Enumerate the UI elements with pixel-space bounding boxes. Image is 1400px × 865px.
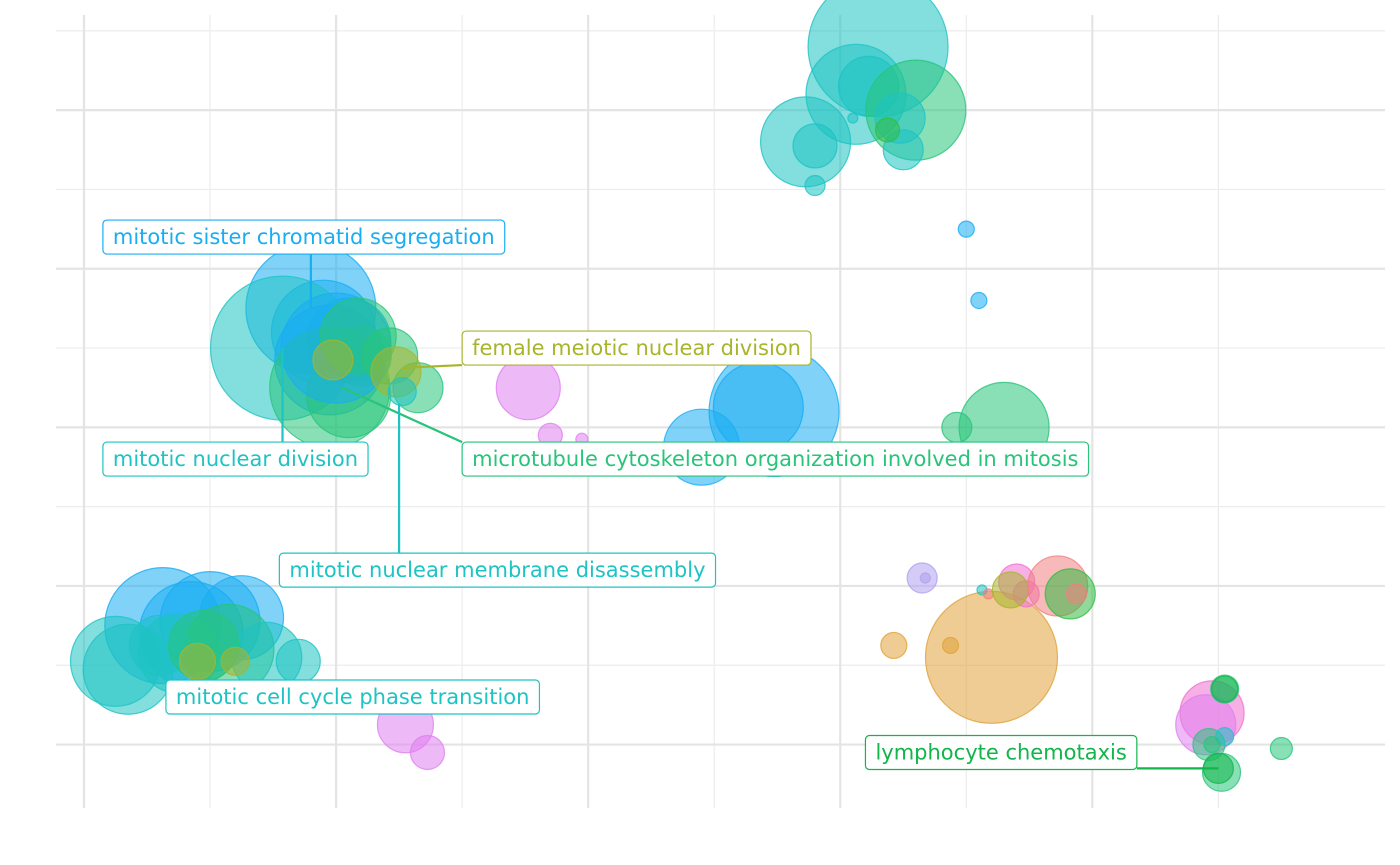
term-labels: mitotic sister chromatid segregation fema… [102, 219, 1219, 771]
bubble-point [941, 636, 960, 655]
bubble-point [880, 631, 908, 660]
bubble-point [792, 123, 838, 169]
term-label: mitotic nuclear membrane disassembly [278, 403, 717, 588]
label-box [102, 219, 506, 255]
label-box [864, 734, 1138, 771]
bubble-point [1065, 583, 1088, 605]
bubble-point [178, 642, 217, 680]
bubble-point [275, 638, 321, 684]
term-label: mitotic cell cycle phase transition [143, 660, 541, 715]
label-box [461, 330, 812, 366]
label-text: mitotic nuclear division [113, 447, 358, 471]
bubble-point [804, 174, 826, 197]
bubble-point [387, 377, 417, 407]
label-text: lymphocyte chemotaxis [875, 740, 1126, 764]
bubble-point [919, 572, 931, 584]
bubble-point [970, 291, 988, 310]
label-leader-line [341, 386, 463, 444]
term-label: microtubule cytoskeleton organization in… [341, 386, 1090, 477]
bubble-point [991, 571, 1029, 609]
term-label: female meiotic nuclear division [402, 330, 812, 369]
label-box [102, 441, 369, 477]
bubble-point [874, 117, 901, 143]
bubble-point [1269, 736, 1293, 761]
bubble-points [69, 0, 1293, 792]
bubble-point [941, 411, 973, 443]
bubble-point [957, 220, 975, 238]
label-leader-line [402, 363, 463, 369]
label-text: mitotic nuclear membrane disassembly [289, 558, 705, 582]
label-text: mitotic cell cycle phase transition [176, 685, 530, 709]
bubble-point [1215, 727, 1235, 747]
label-box [278, 552, 717, 588]
bubble-point [924, 590, 1059, 724]
label-text: female meiotic nuclear division [472, 336, 801, 360]
term-label: lymphocyte chemotaxis [864, 734, 1219, 771]
label-box [165, 679, 541, 715]
bubble-point [220, 646, 250, 676]
label-text: microtubule cytoskeleton organization in… [472, 447, 1078, 471]
bubble-point [847, 112, 859, 124]
bubble-point [1203, 735, 1221, 754]
label-text: mitotic sister chromatid segregation [113, 225, 495, 249]
bubble-point [312, 339, 354, 381]
term-label: mitotic sister chromatid segregation [102, 219, 506, 309]
term-label: mitotic nuclear division [102, 348, 369, 477]
bubble-point [1211, 675, 1239, 703]
label-leader-line [143, 660, 167, 681]
label-box [461, 441, 1090, 477]
bubble-point [409, 734, 446, 771]
